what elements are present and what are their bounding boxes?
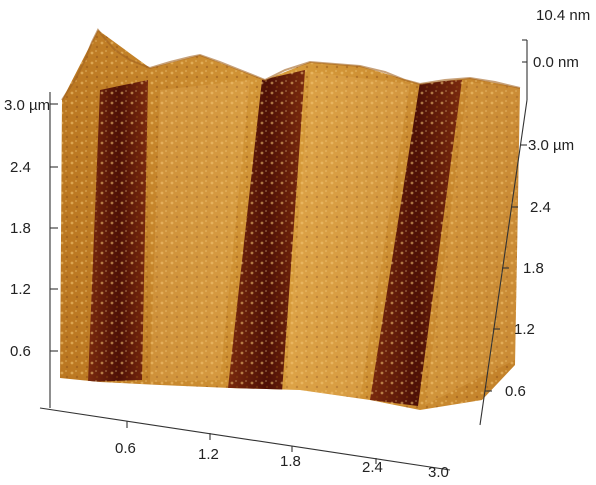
right-tick-1-2: 1.2 [514,321,535,338]
z-scale-bottom-label: 0.0 nm [533,54,579,71]
z-scale: 10.4 nm 0.0 nm [522,7,590,100]
bottom-tick-1-8: 1.8 [280,453,301,470]
right-tick-1-8: 1.8 [523,260,544,277]
left-tick-1-2: 1.2 [10,281,31,298]
right-tick-3-0: 3.0 µm [528,137,574,154]
bottom-tick-2-4: 2.4 [362,459,383,476]
afm-surface [60,30,520,410]
left-tick-3-0: 3.0 µm [4,97,50,114]
left-tick-1-8: 1.8 [10,220,31,237]
left-tick-0-6: 0.6 [10,343,31,360]
left-tick-2-4: 2.4 [10,159,31,176]
bottom-tick-0-6: 0.6 [115,440,136,457]
right-axis: 3.0 µm 2.4 1.8 1.2 0.6 [479,99,574,426]
bottom-tick-1-2: 1.2 [198,446,219,463]
surface-top-edge [61,28,521,101]
right-tick-2-4: 2.4 [530,199,551,216]
bottom-axis: 0.6 1.2 1.8 2.4 3.0 [39,407,451,481]
left-axis: 3.0 µm 2.4 1.8 1.2 0.6 [4,92,58,408]
z-scale-top-label: 10.4 nm [536,7,590,24]
bottom-tick-3-0: 3.0 [428,464,449,481]
right-tick-0-6: 0.6 [505,383,526,400]
